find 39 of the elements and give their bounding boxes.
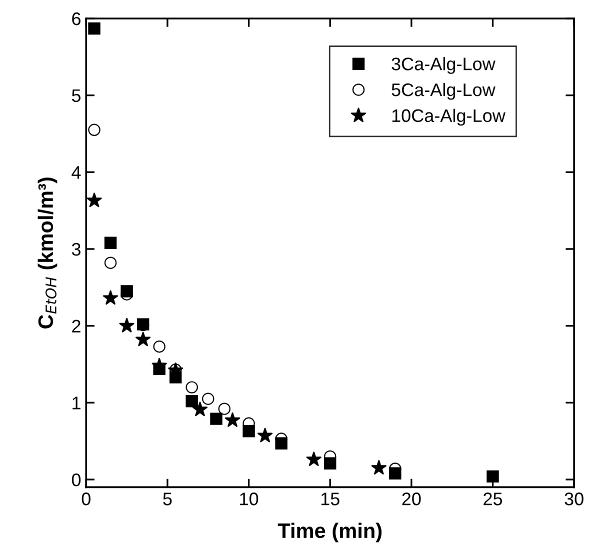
legend-label: 5Ca-Alg-Low — [392, 82, 496, 100]
point — [88, 22, 100, 35]
point — [118, 318, 135, 333]
point — [192, 401, 208, 416]
point — [102, 290, 118, 305]
point — [104, 236, 117, 249]
point — [104, 256, 117, 269]
x-tick-label: 10 — [240, 492, 258, 506]
point — [257, 428, 273, 442]
x-tick-label: 30 — [564, 492, 584, 506]
point — [186, 395, 198, 408]
y-tick-label: 3 — [72, 242, 80, 256]
y-tick-label: 0 — [72, 473, 81, 486]
x-tick-label: 5 — [163, 492, 172, 506]
y-tick-label: 2 — [72, 320, 80, 332]
x-tick-label: 0 — [82, 492, 90, 506]
x-axis-title: Time (min) — [278, 522, 382, 542]
point — [202, 392, 214, 405]
point — [153, 340, 166, 353]
legend-label: 3Ca-Alg-Low — [392, 57, 496, 74]
x-tick-label: 15 — [321, 492, 340, 506]
y-axis-title: C$_{EtOH}$ (kmol/m³) — [38, 178, 58, 328]
point — [486, 470, 499, 483]
point — [371, 460, 387, 475]
point — [224, 412, 240, 428]
y-tick-label: 4 — [72, 166, 81, 179]
x-tick-label: 20 — [402, 492, 421, 506]
point — [88, 124, 100, 136]
point — [218, 402, 230, 415]
y-tick-label: 1 — [72, 396, 80, 410]
point — [186, 381, 198, 394]
point — [86, 192, 102, 208]
y-tick-label: 6 — [72, 12, 80, 26]
point — [135, 331, 151, 346]
legend-label: 10Ca-Alg-Low — [392, 108, 506, 126]
x-tick-label: 25 — [484, 492, 502, 506]
point — [306, 451, 322, 466]
y-tick-label: 5 — [72, 89, 81, 102]
point — [210, 412, 222, 425]
